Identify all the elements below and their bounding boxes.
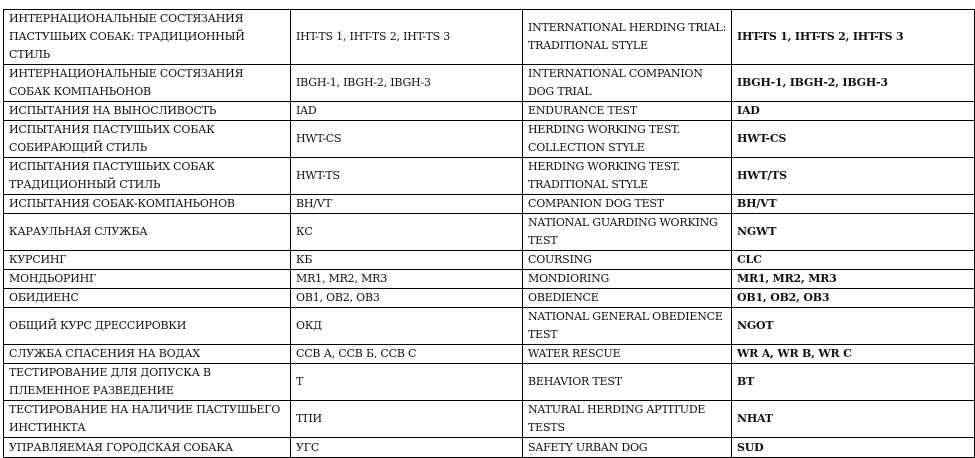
english-code-cell: SUD [731,437,975,458]
russian-code-cell: IBGH-1, IBGH-2, IBGH-3 [290,64,523,102]
table-row: ИСПЫТАНИЯ СОБАК-КОМПАНЬОНОВ BH/VT COMPANIO… [3,194,975,214]
table-row: ИСПЫТАНИЯ ПАСТУШЬИХ СОБАК ТРАДИЦИОННЫЙ С… [3,157,975,195]
english-name-cell: BEHAVIOR TEST [522,363,732,401]
english-name-cell: INTERNATIONAL HERDING TRIAL: TRADITIONAL… [522,9,732,65]
english-name-cell: ENDURANCE TEST [522,101,732,121]
russian-name-cell: ИСПЫТАНИЯ СОБАК-КОМПАНЬОНОВ [3,194,291,214]
russian-name-cell: ИСПЫТАНИЯ ПАСТУШЬИХ СОБАК ТРАДИЦИОННЫЙ С… [3,157,291,195]
russian-code-cell: УГС [290,437,523,458]
english-code-cell: NHAT [731,400,975,438]
table-row: ОБЩИЙ КУРС ДРЕССИРОВКИ ОКД NATIONAL GENERA… [3,307,975,345]
russian-code-cell: ОКД [290,307,523,345]
english-name-cell: COURSING [522,250,732,270]
russian-name-cell: ИНТЕРНАЦИОНАЛЬНЫЕ СОСТЯЗАНИЯ СОБАК КОМПА… [3,64,291,102]
english-name-cell: INTERNATIONAL COMPANION DOG TRIAL [522,64,732,102]
russian-code-cell: IAD [290,101,523,121]
russian-code-cell: HWT-CS [290,120,523,158]
russian-name-cell: ТЕСТИРОВАНИЕ НА НАЛИЧИЕ ПАСТУШЬЕГО ИНСТИ… [3,400,291,438]
russian-code-cell: ССВ А, ССВ Б, ССВ С [290,344,523,364]
table-row: КАРАУЛЬНАЯ СЛУЖБА КС NATIONAL GUARDING WOR… [3,213,975,251]
russian-code-cell: BH/VT [290,194,523,214]
russian-code-cell: ТПИ [290,400,523,438]
table-row: ИНТЕРНАЦИОНАЛЬНЫЕ СОСТЯЗАНИЯ СОБАК КОМПА… [3,64,975,102]
russian-code-cell: OB1, OB2, OB3 [290,288,523,308]
russian-name-cell: МОНДЬОРИНГ [3,269,291,289]
english-code-cell: BT [731,363,975,401]
english-code-cell: WR A, WR B, WR C [731,344,975,364]
russian-name-cell: КУРСИНГ [3,250,291,270]
table-row: ИСПЫТАНИЯ НА ВЫНОСЛИВОСТЬ IAD ENDURANCE TE… [3,101,975,121]
russian-code-cell: MR1, MR2, MR3 [290,269,523,289]
russian-code-cell: HWT-TS [290,157,523,195]
table-row: ТЕСТИРОВАНИЕ НА НАЛИЧИЕ ПАСТУШЬЕГО ИНСТИ… [3,400,975,438]
english-code-cell: HWT/TS [731,157,975,195]
english-code-cell: MR1, MR2, MR3 [731,269,975,289]
english-code-cell: HWT-CS [731,120,975,158]
table-row: ИНТЕРНАЦИОНАЛЬНЫЕ СОСТЯЗАНИЯ ПАСТУШЬИХ С… [3,9,975,65]
table-row: СЛУЖБА СПАСЕНИЯ НА ВОДАХ ССВ А, ССВ Б, СС… [3,344,975,364]
russian-code-cell: КС [290,213,523,251]
english-code-cell: OB1, OB2, OB3 [731,288,975,308]
english-name-cell: NATIONAL GENERAL OBEDIENCE TEST [522,307,732,345]
english-name-cell: NATURAL HERDING APTITUDE TESTS [522,400,732,438]
russian-name-cell: ОБИДИЕНС [3,288,291,308]
russian-name-cell: КАРАУЛЬНАЯ СЛУЖБА [3,213,291,251]
english-name-cell: OBEDIENCE [522,288,732,308]
russian-name-cell: ИСПЫТАНИЯ НА ВЫНОСЛИВОСТЬ [3,101,291,121]
russian-name-cell: СЛУЖБА СПАСЕНИЯ НА ВОДАХ [3,344,291,364]
table-row: КУРСИНГ КБ COURSING CLC [3,250,975,270]
english-name-cell: COMPANION DOG TEST [522,194,732,214]
english-code-cell: NGWT [731,213,975,251]
russian-name-cell: ОБЩИЙ КУРС ДРЕССИРОВКИ [3,307,291,345]
table-row: ТЕСТИРОВАНИЕ ДЛЯ ДОПУСКА В ПЛЕМЕННОЕ РАЗ… [3,363,975,401]
russian-name-cell: ТЕСТИРОВАНИЕ ДЛЯ ДОПУСКА В ПЛЕМЕННОЕ РАЗ… [3,363,291,401]
english-code-cell: IBGH-1, IBGH-2, IBGH-3 [731,64,975,102]
english-name-cell: HERDING WORKING TEST. TRADITIONAL STYLE [522,157,732,195]
table-row: ИСПЫТАНИЯ ПАСТУШЬИХ СОБАК СОБИРАЮЩИЙ СТИ… [3,120,975,158]
russian-code-cell: IHT-TS 1, IHT-TS 2, IHT-TS 3 [290,9,523,65]
english-code-cell: IAD [731,101,975,121]
english-code-cell: CLC [731,250,975,270]
russian-code-cell: Т [290,363,523,401]
english-name-cell: SAFETY URBAN DOG [522,437,732,458]
discipline-table: ИНТЕРНАЦИОНАЛЬНЫЕ СОСТЯЗАНИЯ ПАСТУШЬИХ С… [3,9,975,458]
russian-name-cell: УПРАВЛЯЕМАЯ ГОРОДСКАЯ СОБАКА [3,437,291,458]
english-code-cell: IHT-TS 1, IHT-TS 2, IHT-TS 3 [731,9,975,65]
table-row: УПРАВЛЯЕМАЯ ГОРОДСКАЯ СОБАКА УГС SAFETY UR… [3,437,975,458]
russian-name-cell: ИНТЕРНАЦИОНАЛЬНЫЕ СОСТЯЗАНИЯ ПАСТУШЬИХ С… [3,9,291,65]
table-row: ОБИДИЕНС OB1, OB2, OB3 OBEDIENCE OB1, OB2, … [3,288,975,308]
english-code-cell: BH/VT [731,194,975,214]
table-row: МОНДЬОРИНГ MR1, MR2, MR3 MONDIORING MR1, MR… [3,269,975,289]
russian-name-cell: ИСПЫТАНИЯ ПАСТУШЬИХ СОБАК СОБИРАЮЩИЙ СТИ… [3,120,291,158]
english-name-cell: NATIONAL GUARDING WORKING TEST [522,213,732,251]
english-name-cell: MONDIORING [522,269,732,289]
english-name-cell: WATER RESCUE [522,344,732,364]
russian-code-cell: КБ [290,250,523,270]
english-code-cell: NGOT [731,307,975,345]
english-name-cell: HERDING WORKING TEST. COLLECTION STYLE [522,120,732,158]
